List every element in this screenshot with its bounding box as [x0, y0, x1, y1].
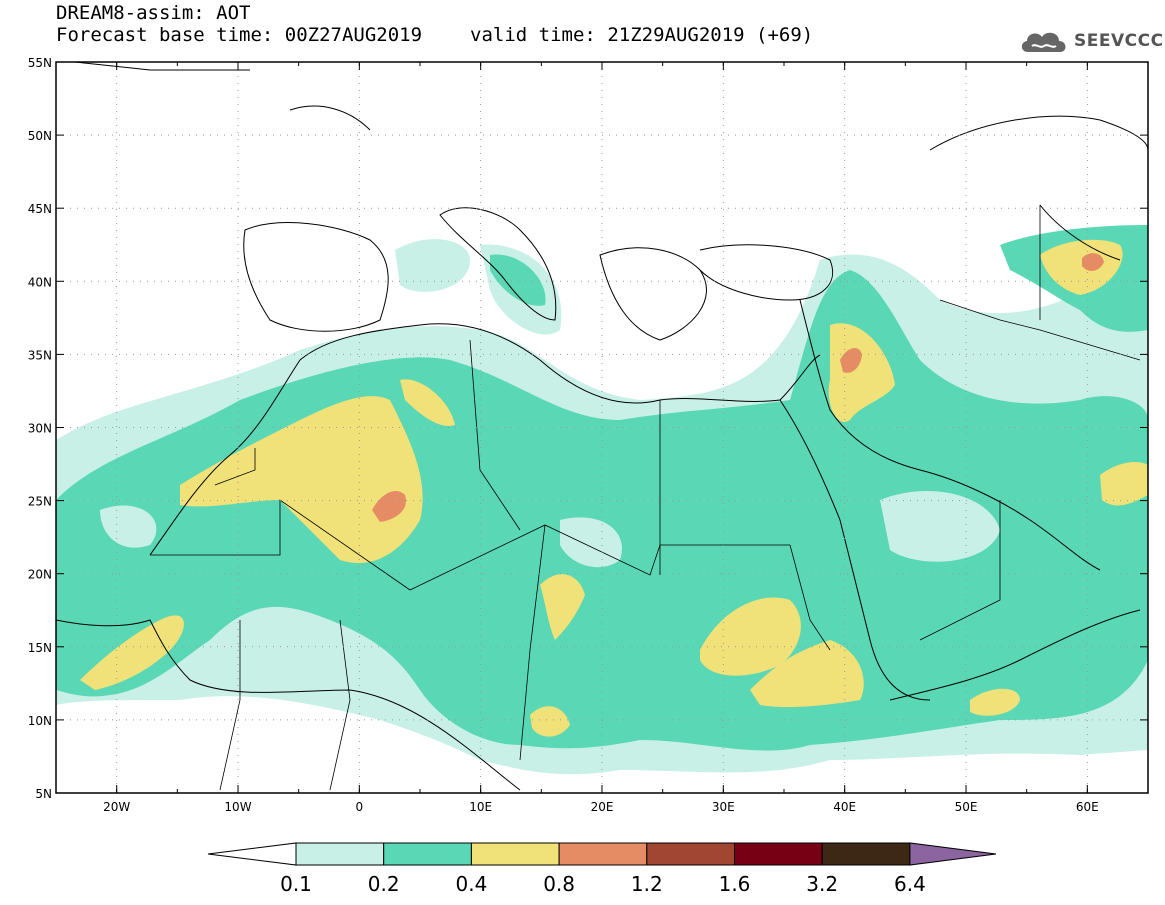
lon-label: 0: [356, 800, 364, 814]
graticule: [56, 62, 1148, 793]
colorbar-segment: [470, 842, 560, 866]
colorbar-label: 0.8: [543, 872, 575, 896]
colorbar-segment: [295, 842, 385, 866]
colorbar-segment: [734, 842, 823, 866]
colorbar-label: 0.1: [280, 872, 312, 896]
lon-label: 10E: [469, 800, 492, 814]
lon-label: 50E: [955, 800, 978, 814]
colorbar-segment: [821, 842, 911, 866]
cloud-logo-icon: [1021, 32, 1066, 52]
map-title: DREAM8-assim: AOT: [56, 2, 251, 24]
lon-label: 30E: [712, 800, 735, 814]
lat-labels: 55N 50N 45N 40N 35N 30N 25N 20N 15N 10N 5N: [28, 56, 52, 801]
coastlines: [56, 62, 1148, 791]
colorbar: [207, 842, 997, 866]
logo-text: SEEVCCC: [1074, 31, 1164, 51]
colorbar-label: 6.4: [893, 872, 926, 896]
valid-time: valid time: 21Z29AUG2019 (+69): [470, 24, 814, 46]
colorbar-lower-arrow: [207, 842, 297, 866]
colorbar-label: 0.4: [455, 872, 488, 896]
lat-label: 55N: [28, 56, 52, 70]
lat-label: 25N: [28, 495, 52, 509]
seevccc-logo: SEEVCCC: [1018, 26, 1164, 56]
lon-label: 20W: [103, 800, 130, 814]
lat-label: 40N: [28, 275, 52, 289]
tick-marks: [55, 61, 1149, 794]
lat-label: 50N: [28, 129, 52, 143]
colorbar-segment: [383, 842, 472, 866]
forecast-times: Forecast base time: 00Z27AUG2019 valid ti…: [56, 24, 813, 46]
lat-label: 5N: [35, 787, 52, 801]
colorbar-segment: [646, 842, 735, 866]
lat-label: 35N: [28, 348, 52, 362]
colorbar-upper-arrow: [909, 842, 997, 866]
lon-label: 60E: [1076, 800, 1099, 814]
colorbar-label: 1.6: [718, 872, 751, 896]
lat-label: 20N: [28, 568, 52, 582]
lat-label: 30N: [28, 422, 52, 436]
colorbar-segment: [558, 842, 648, 866]
lon-label: 10W: [224, 800, 251, 814]
lat-label: 45N: [28, 202, 52, 216]
colorbar-label: 3.2: [806, 872, 839, 896]
colorbar-label: 1.2: [630, 872, 663, 896]
lon-label: 20E: [591, 800, 614, 814]
lat-label: 10N: [28, 714, 52, 728]
colorbar-label: 0.2: [367, 872, 400, 896]
base-time: Forecast base time: 00Z27AUG2019: [56, 24, 423, 46]
country-borders: [150, 205, 1141, 791]
lat-label: 15N: [28, 641, 52, 655]
lon-label: 40E: [833, 800, 856, 814]
lon-labels: 20W 10W 0 10E 20E 30E 40E 50E 60E: [103, 800, 1099, 814]
